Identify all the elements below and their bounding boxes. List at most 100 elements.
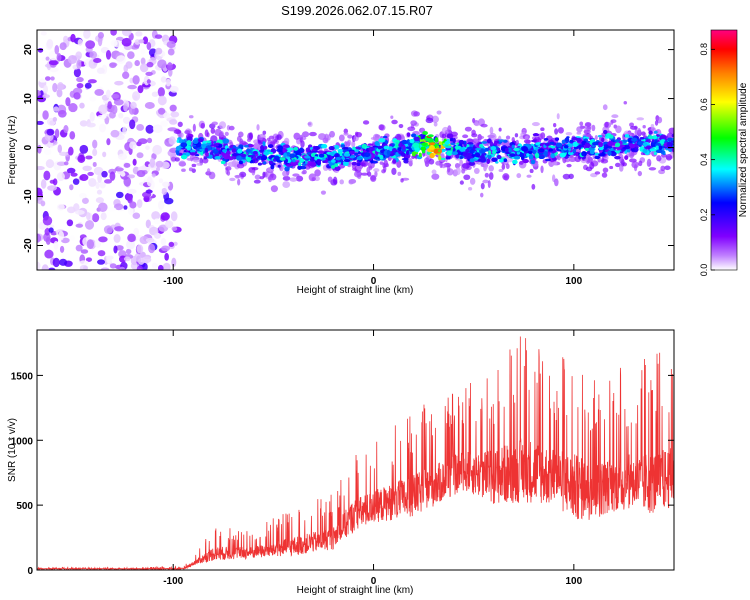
spectrogram-halo-mark bbox=[551, 161, 558, 166]
spectrogram-signal-mark bbox=[280, 150, 284, 156]
spectrogram-signal-mark bbox=[421, 142, 427, 147]
spectrogram-halo-mark bbox=[356, 164, 363, 171]
spectrogram-signal-mark bbox=[645, 145, 652, 149]
spectrogram-signal-mark bbox=[268, 151, 273, 155]
spectrogram-halo-mark bbox=[602, 167, 609, 173]
spectrogram-halo-mark bbox=[576, 126, 583, 133]
spectrogram-signal-mark bbox=[667, 141, 672, 146]
spectrogram-signal-mark bbox=[480, 141, 488, 144]
spectrogram-noise-mark bbox=[40, 179, 47, 189]
spectrogram-signal-mark bbox=[321, 144, 328, 149]
spectrogram-noise-mark bbox=[85, 40, 96, 49]
colorbar-label: Normalized spectral amplitude bbox=[738, 82, 749, 217]
spectrogram-halo-mark bbox=[464, 126, 472, 132]
spectrogram-signal-mark bbox=[465, 148, 470, 153]
spectrogram-halo-mark bbox=[523, 139, 531, 144]
spectrogram-noise-mark bbox=[72, 178, 80, 185]
spectrogram-halo-mark bbox=[343, 132, 349, 136]
spectrogram-halo-mark bbox=[318, 133, 326, 141]
spectrogram-halo-mark bbox=[629, 122, 635, 128]
spectrogram-halo-mark bbox=[320, 190, 327, 195]
spectrogram-signal-mark bbox=[343, 152, 351, 157]
spectrogram-signal-mark bbox=[512, 159, 518, 165]
spectrogram-signal-mark bbox=[186, 146, 191, 151]
spectrogram-noise-mark bbox=[133, 227, 140, 236]
spectrogram-signal-mark bbox=[424, 137, 431, 142]
spectrogram-halo-mark bbox=[637, 127, 641, 134]
spectrogram-signal-mark bbox=[349, 150, 355, 155]
spectrogram-halo-mark bbox=[174, 157, 180, 162]
snr-y-axis: 0 500 1000 1500 bbox=[11, 371, 674, 577]
spectrogram-noise-mark bbox=[149, 157, 156, 168]
spectrogram-signal-mark bbox=[415, 151, 419, 155]
spectrogram-noise-mark bbox=[79, 260, 89, 266]
spectrogram-signal-mark bbox=[341, 156, 345, 160]
spectrogram-signal-mark bbox=[331, 165, 336, 169]
spectrogram-halo-mark bbox=[173, 129, 182, 135]
spectrogram-signal-mark bbox=[309, 161, 317, 167]
spectrogram-signal-mark bbox=[371, 154, 376, 159]
spectrogram-signal-mark bbox=[367, 143, 373, 146]
spectrogram-noise-mark bbox=[147, 137, 153, 144]
spectrogram-signal-mark bbox=[299, 165, 307, 170]
spectrogram-noise-mark bbox=[127, 233, 136, 243]
spectrogram-signal-mark bbox=[530, 159, 536, 165]
spectrogram-signal-mark bbox=[569, 139, 574, 143]
spectrogram-halo-mark bbox=[383, 159, 388, 168]
spectrogram-noise-mark bbox=[70, 172, 78, 177]
spectrogram-signal-mark bbox=[489, 141, 494, 147]
spectrogram-halo-mark bbox=[471, 129, 476, 136]
spectrogram-noise-mark bbox=[105, 255, 114, 260]
spectrogram-noise-mark bbox=[39, 78, 47, 83]
spectrogram-signal-mark bbox=[220, 160, 226, 165]
spectrogram-signal-mark bbox=[543, 150, 548, 157]
spectrogram-noise-mark bbox=[129, 141, 137, 150]
spectrogram-noise-mark bbox=[37, 166, 45, 171]
spectrogram-signal-mark bbox=[301, 163, 307, 166]
spectrogram-halo-mark bbox=[579, 121, 584, 127]
spectrogram-noise-mark bbox=[136, 152, 144, 159]
spectrogram-noise-mark bbox=[100, 267, 110, 270]
spectrogram-signal-mark bbox=[528, 153, 534, 160]
spectrogram-signal-mark bbox=[527, 150, 533, 154]
spectrogram-halo-mark bbox=[224, 131, 229, 137]
spectrogram-noise-mark bbox=[146, 176, 153, 187]
spectrogram-halo-mark bbox=[383, 165, 387, 173]
spectrogram-signal-mark bbox=[452, 137, 456, 144]
spectrogram-halo-mark bbox=[553, 123, 557, 128]
spectrogram-signal-mark bbox=[549, 141, 555, 145]
spectrogram-noise-mark bbox=[167, 48, 175, 56]
spectrogram-halo-mark bbox=[251, 166, 259, 171]
spectrogram-halo-mark bbox=[307, 121, 313, 128]
spectrogram-signal-mark bbox=[451, 151, 458, 156]
spectrogram-signal-mark bbox=[304, 155, 310, 159]
spectrogram-signal-mark bbox=[619, 144, 625, 148]
spectrogram-halo-mark bbox=[487, 180, 491, 188]
spectrogram-noise-mark bbox=[115, 245, 124, 251]
spectrogram-noise-mark bbox=[158, 107, 166, 115]
spectrogram-signal-mark bbox=[282, 144, 290, 149]
spectrogram-signal-mark bbox=[231, 152, 239, 157]
spectrogram-halo-mark bbox=[498, 168, 504, 172]
spectrogram-halo-mark bbox=[346, 141, 351, 148]
spectrogram-halo-mark bbox=[468, 186, 473, 191]
spectrogram-halo-mark bbox=[360, 172, 369, 176]
spectrogram-signal-mark bbox=[648, 135, 655, 140]
spectrogram-signal-mark bbox=[567, 143, 573, 148]
spectrogram-noise-mark bbox=[48, 227, 54, 233]
spectrogram-signal-mark bbox=[438, 141, 443, 146]
spectrogram-halo-mark bbox=[433, 122, 438, 127]
spectrogram-signal-mark bbox=[446, 150, 453, 156]
spectrogram-halo-mark bbox=[184, 130, 191, 135]
spectrogram-noise-mark bbox=[113, 245, 118, 254]
spectrogram-noise-mark bbox=[75, 244, 83, 252]
spectrogram-noise-mark bbox=[148, 243, 156, 254]
spectrogram-noise-mark bbox=[171, 226, 178, 231]
spectrogram-signal-mark bbox=[628, 143, 636, 149]
spectrogram-halo-mark bbox=[524, 135, 529, 140]
spectrogram-signal-mark bbox=[603, 129, 608, 135]
spectrogram-signal-mark bbox=[331, 159, 336, 163]
spectrogram-signal-mark bbox=[411, 133, 417, 138]
spectrogram-noise-mark bbox=[123, 176, 132, 187]
spectrogram-noise-mark bbox=[37, 47, 44, 53]
